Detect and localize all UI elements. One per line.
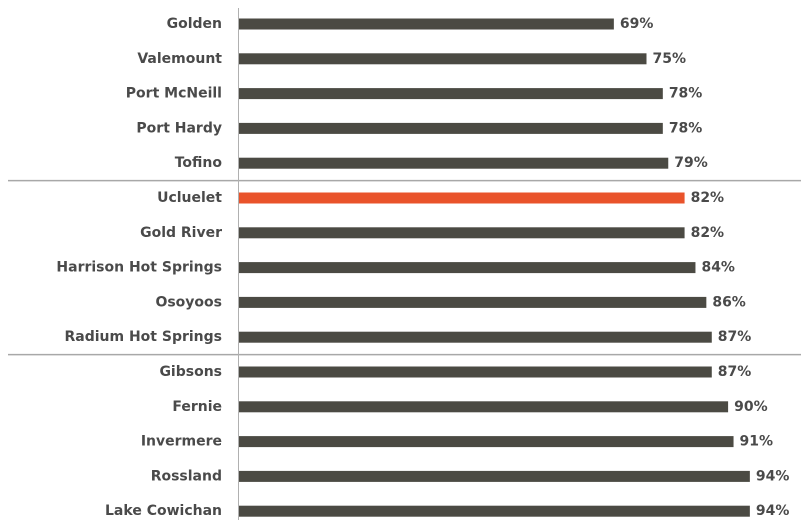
category-label: Rossland [151, 468, 222, 484]
bar [238, 53, 647, 65]
bar [238, 366, 712, 378]
value-label: 91% [740, 434, 774, 450]
bar [238, 18, 614, 30]
category-label: Gold River [140, 225, 222, 241]
value-label: 82% [691, 190, 725, 206]
value-label: 94% [756, 468, 790, 484]
category-label: Ucluelet [157, 190, 222, 206]
category-label: Lake Cowichan [105, 503, 222, 519]
category-label: Port Hardy [136, 120, 222, 136]
category-label: Tofino [175, 155, 223, 171]
value-label: 84% [701, 260, 735, 276]
bar [238, 436, 734, 448]
category-label: Invermere [141, 434, 222, 450]
value-label: 87% [718, 329, 752, 345]
category-label: Gibsons [159, 364, 222, 380]
category-label: Fernie [172, 399, 222, 415]
bar [238, 122, 663, 134]
bar [238, 262, 696, 274]
bar [238, 505, 750, 517]
value-label: 79% [674, 155, 708, 171]
bar [238, 401, 729, 413]
category-label: Golden [167, 16, 222, 32]
category-label: Harrison Hot Springs [56, 260, 222, 276]
value-label: 86% [712, 294, 746, 310]
bar [238, 157, 669, 169]
value-label: 78% [669, 120, 703, 136]
bar [238, 470, 750, 482]
value-label: 78% [669, 86, 703, 102]
bar [238, 331, 712, 343]
bar [238, 88, 663, 100]
category-label: Osoyoos [155, 294, 222, 310]
value-label: 69% [620, 16, 654, 32]
category-label: Radium Hot Springs [64, 329, 222, 345]
value-label: 87% [718, 364, 752, 380]
value-label: 82% [691, 225, 725, 241]
bar [238, 296, 707, 308]
value-label: 94% [756, 503, 790, 519]
category-label: Valemount [137, 51, 222, 67]
value-label: 90% [734, 399, 768, 415]
bar [238, 227, 685, 239]
value-label: 75% [653, 51, 687, 67]
category-label: Port McNeill [126, 86, 222, 102]
bar [238, 192, 685, 204]
